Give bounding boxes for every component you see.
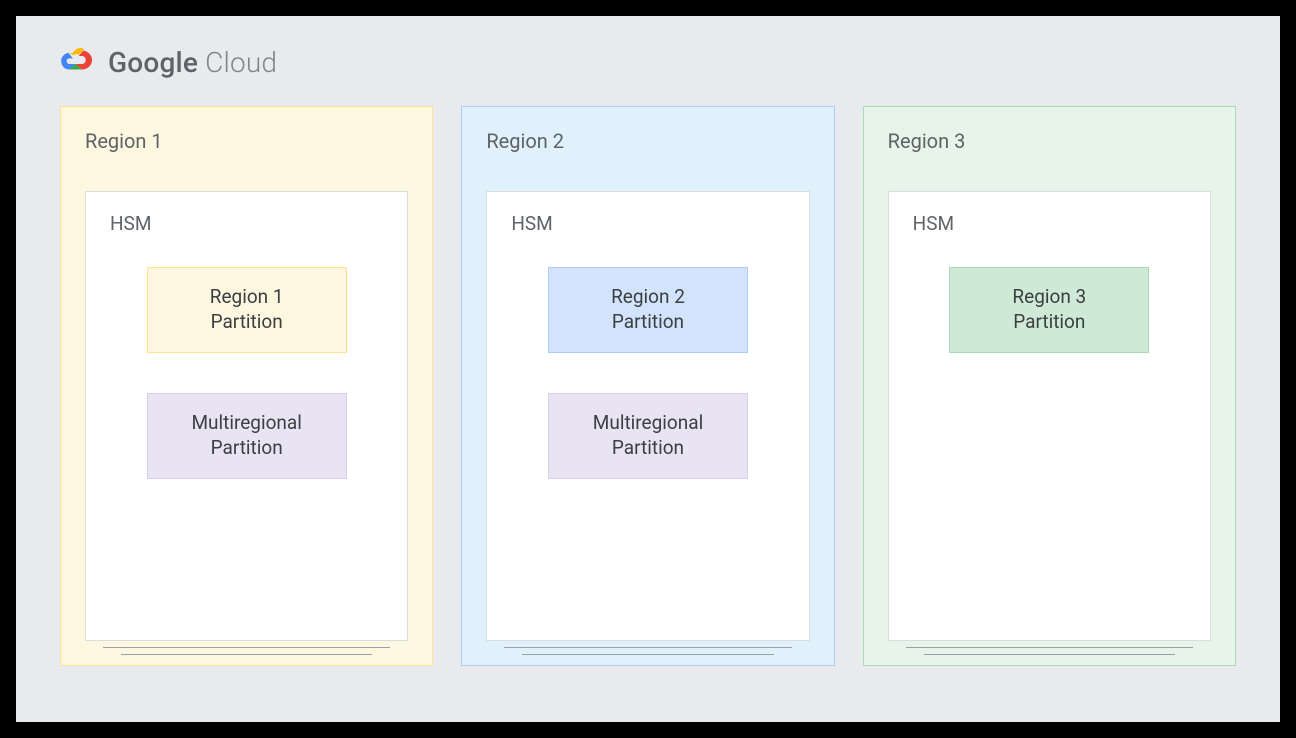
brand-text: Google Cloud xyxy=(108,46,277,79)
partitions-2: Region 2Partition MultiregionalPartition xyxy=(511,267,784,479)
region-3-partition: Region 3Partition xyxy=(949,267,1149,353)
stack-indicator-icon xyxy=(504,647,791,655)
hsm-label-1: HSM xyxy=(110,212,383,235)
region-2-label: Region 2 xyxy=(486,129,809,153)
hsm-card-1: HSM Region 1Partition MultiregionalParti… xyxy=(85,191,408,641)
multiregional-partition-2: MultiregionalPartition xyxy=(548,393,748,479)
region-3: Region 3 HSM Region 3Partition xyxy=(863,106,1236,666)
hsm-stack-1: HSM Region 1Partition MultiregionalParti… xyxy=(85,191,408,641)
diagram-canvas: Google Cloud Region 1 HSM Region 1Partit… xyxy=(16,16,1280,722)
brand-cloud: Cloud xyxy=(198,46,277,79)
hsm-stack-2: HSM Region 2Partition MultiregionalParti… xyxy=(486,191,809,641)
hsm-label-3: HSM xyxy=(913,212,1186,235)
partitions-1: Region 1Partition MultiregionalPartition xyxy=(110,267,383,479)
region-2: Region 2 HSM Region 2Partition Multiregi… xyxy=(461,106,834,666)
partitions-3: Region 3Partition xyxy=(913,267,1186,353)
google-cloud-logo-icon xyxy=(58,44,96,80)
region-1-label: Region 1 xyxy=(85,129,408,153)
stack-indicator-icon xyxy=(103,647,390,655)
region-1-partition: Region 1Partition xyxy=(147,267,347,353)
multiregional-partition-1: MultiregionalPartition xyxy=(147,393,347,479)
hsm-label-2: HSM xyxy=(511,212,784,235)
hsm-card-2: HSM Region 2Partition MultiregionalParti… xyxy=(486,191,809,641)
brand-google: Google xyxy=(108,46,198,79)
region-2-partition: Region 2Partition xyxy=(548,267,748,353)
header: Google Cloud xyxy=(16,16,1280,80)
stack-indicator-icon xyxy=(906,647,1193,655)
hsm-stack-3: HSM Region 3Partition xyxy=(888,191,1211,641)
regions-row: Region 1 HSM Region 1Partition Multiregi… xyxy=(16,80,1280,666)
region-3-label: Region 3 xyxy=(888,129,1211,153)
hsm-card-3: HSM Region 3Partition xyxy=(888,191,1211,641)
region-1: Region 1 HSM Region 1Partition Multiregi… xyxy=(60,106,433,666)
